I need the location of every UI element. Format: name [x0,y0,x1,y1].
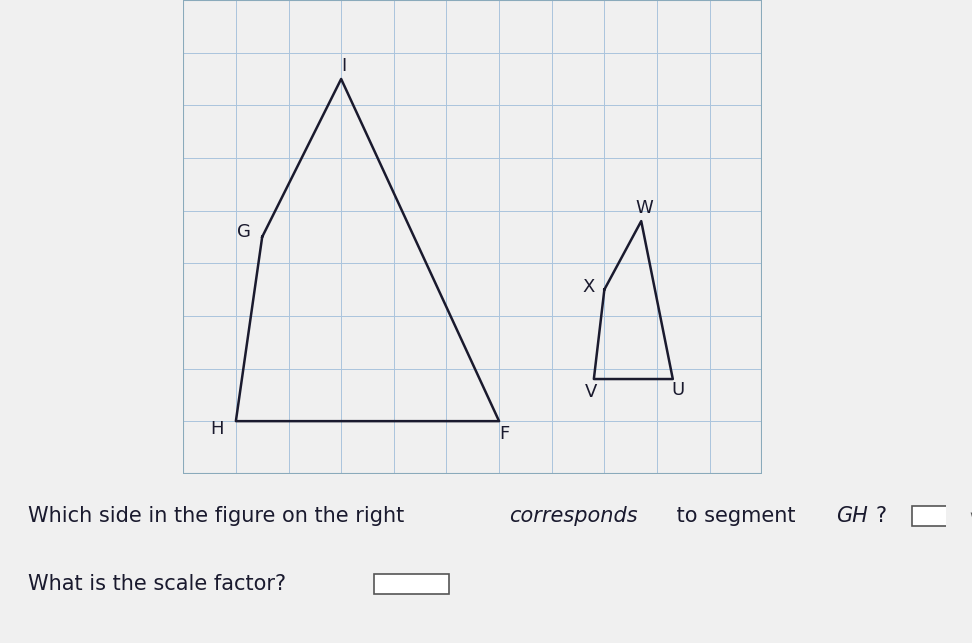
Text: U: U [672,381,684,399]
Text: I: I [341,57,346,75]
Text: F: F [500,425,509,443]
Bar [373,574,449,594]
Text: GH: GH [836,506,868,526]
Text: W: W [635,199,653,217]
Text: H: H [211,420,225,438]
Text: ?: ? [876,506,901,526]
Text: X: X [582,278,595,296]
Text: Which side in the figure on the right: Which side in the figure on the right [28,506,411,526]
Text: G: G [237,222,251,240]
Text: ∨: ∨ [968,510,972,523]
Text: ∨: ∨ [431,577,439,590]
Text: to segment: to segment [671,506,803,526]
Text: V: V [585,383,598,401]
Bar [912,506,972,526]
Text: corresponds: corresponds [509,506,638,526]
Text: What is the scale factor?: What is the scale factor? [28,574,299,593]
